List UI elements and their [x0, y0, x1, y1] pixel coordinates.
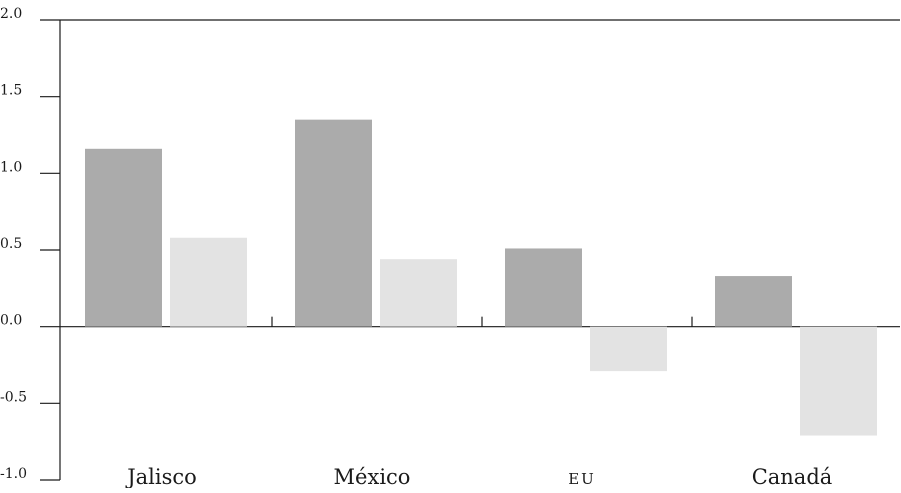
category-label: EU — [568, 470, 596, 488]
bar-2-3 — [800, 326, 877, 436]
y-tick-label: -1.0 — [0, 466, 27, 482]
category-label: México — [334, 465, 411, 488]
bar-2-1 — [380, 259, 457, 327]
labels: 2.0 1.5 1.0 0.5 0.0 -0.5 -1.0 Jalisco México EU Ca… — [0, 6, 833, 489]
bar-2-0 — [170, 237, 247, 327]
axes — [40, 19, 900, 481]
bar-1-1 — [295, 119, 372, 327]
y-tick-label: 1.0 — [0, 159, 22, 175]
bar-1-3 — [715, 276, 792, 327]
y-tick-label: -0.5 — [0, 389, 27, 405]
bars — [85, 119, 877, 436]
category-label: Canadá — [752, 465, 833, 488]
y-tick-label: 2.0 — [0, 6, 22, 22]
bar-1-2 — [505, 248, 582, 327]
bar-1-0 — [85, 148, 162, 327]
y-tick-label: 1.5 — [0, 83, 22, 99]
y-tick-label: 0.0 — [0, 313, 22, 329]
y-tick-label: 0.5 — [0, 236, 22, 252]
category-label: Jalisco — [125, 465, 197, 488]
bar-2-2 — [590, 326, 667, 372]
